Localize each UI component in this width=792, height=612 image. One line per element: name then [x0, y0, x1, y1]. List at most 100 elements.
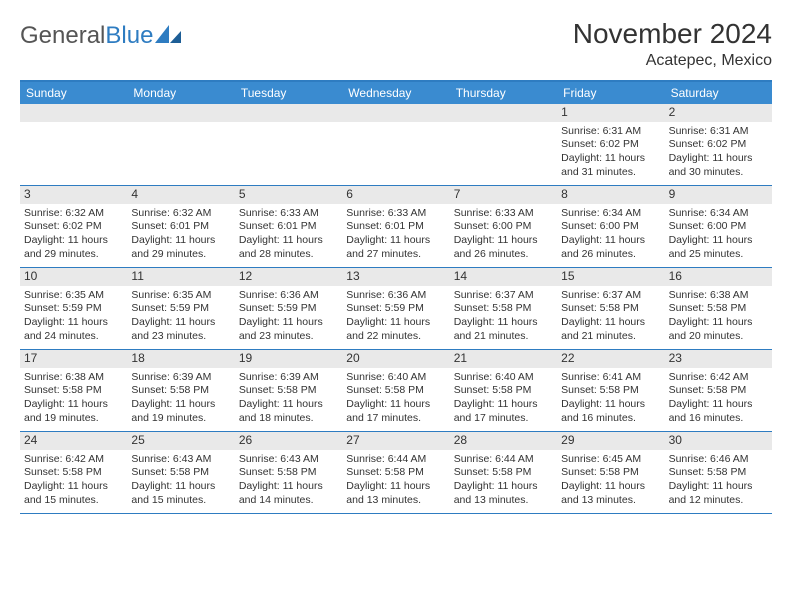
brand-logo: GeneralBlue [20, 22, 181, 50]
day-cell: 28 Sunrise: 6:44 AMSunset: 5:58 PMDayligh… [450, 432, 557, 514]
brand-part1: General [20, 22, 105, 50]
date-number: 28 [450, 432, 557, 450]
empty-cell [127, 104, 234, 186]
day-cell: 23Sunrise: 6:42 AMSunset: 5:58 PMDayligh… [665, 350, 772, 432]
date-number: 1 [557, 104, 664, 122]
date-number: 29 [557, 432, 664, 450]
day-details: Sunrise: 6:38 AMSunset: 5:58 PMDaylight:… [24, 371, 123, 426]
day-cell: 25 Sunrise: 6:43 AMSunset: 5:58 PMDayligh… [127, 432, 234, 514]
day-details: Sunrise: 6:37 AMSunset: 5:58 PMDaylight:… [561, 289, 660, 344]
date-number: 11 [127, 268, 234, 286]
day-cell: 20 Sunrise: 6:40 AMSunset: 5:58 PMDayligh… [342, 350, 449, 432]
day-details: Sunrise: 6:37 AMSunset: 5:58 PMDaylight:… [454, 289, 553, 344]
date-number: 2 [665, 104, 772, 122]
day-header: Thursday [450, 82, 557, 104]
day-cell: 8 Sunrise: 6:34 AMSunset: 6:00 PMDaylight… [557, 186, 664, 268]
day-cell: 22Sunrise: 6:41 AMSunset: 5:58 PMDayligh… [557, 350, 664, 432]
day-details: Sunrise: 6:40 AMSunset: 5:58 PMDaylight:… [454, 371, 553, 426]
day-details: Sunrise: 6:39 AMSunset: 5:58 PMDaylight:… [239, 371, 338, 426]
date-number: 6 [342, 186, 449, 204]
day-details: Sunrise: 6:41 AMSunset: 5:58 PMDaylight:… [561, 371, 660, 426]
day-cell: 18 Sunrise: 6:39 AMSunset: 5:58 PMDayligh… [127, 350, 234, 432]
date-number: 15 [557, 268, 664, 286]
day-details: Sunrise: 6:39 AMSunset: 5:58 PMDaylight:… [131, 371, 230, 426]
datebar-empty [342, 104, 449, 122]
date-number: 20 [342, 350, 449, 368]
day-details: Sunrise: 6:34 AMSunset: 6:00 PMDaylight:… [669, 207, 768, 262]
day-details: Sunrise: 6:31 AMSunset: 6:02 PMDaylight:… [561, 125, 660, 180]
date-number: 19 [235, 350, 342, 368]
day-details: Sunrise: 6:43 AMSunset: 5:58 PMDaylight:… [131, 453, 230, 508]
day-details: Sunrise: 6:45 AMSunset: 5:58 PMDaylight:… [561, 453, 660, 508]
day-details: Sunrise: 6:31 AMSunset: 6:02 PMDaylight:… [669, 125, 768, 180]
empty-cell [342, 104, 449, 186]
day-cell: 13 Sunrise: 6:36 AMSunset: 5:59 PMDayligh… [342, 268, 449, 350]
empty-cell [450, 104, 557, 186]
day-details: Sunrise: 6:40 AMSunset: 5:58 PMDaylight:… [346, 371, 445, 426]
date-number: 18 [127, 350, 234, 368]
day-details: Sunrise: 6:44 AMSunset: 5:58 PMDaylight:… [346, 453, 445, 508]
day-cell: 3Sunrise: 6:32 AMSunset: 6:02 PMDaylight… [20, 186, 127, 268]
date-number: 23 [665, 350, 772, 368]
date-number: 27 [342, 432, 449, 450]
day-cell: 29 Sunrise: 6:45 AMSunset: 5:58 PMDayligh… [557, 432, 664, 514]
day-header: Tuesday [235, 82, 342, 104]
day-details: Sunrise: 6:38 AMSunset: 5:58 PMDaylight:… [669, 289, 768, 344]
empty-cell [20, 104, 127, 186]
date-number: 25 [127, 432, 234, 450]
brand-part2: Blue [105, 22, 153, 50]
day-cell: 4Sunrise: 6:32 AMSunset: 6:01 PMDaylight… [127, 186, 234, 268]
day-cell: 12Sunrise: 6:36 AMSunset: 5:59 PMDayligh… [235, 268, 342, 350]
day-details: Sunrise: 6:36 AMSunset: 5:59 PMDaylight:… [346, 289, 445, 344]
date-number: 30 [665, 432, 772, 450]
brand-sail-icon [155, 25, 181, 43]
month-title: November 2024 [573, 18, 772, 50]
day-cell: 17 Sunrise: 6:38 AMSunset: 5:58 PMDayligh… [20, 350, 127, 432]
location: Acatepec, Mexico [573, 52, 772, 70]
day-details: Sunrise: 6:32 AMSunset: 6:01 PMDaylight:… [131, 207, 230, 262]
day-details: Sunrise: 6:36 AMSunset: 5:59 PMDaylight:… [239, 289, 338, 344]
date-number: 14 [450, 268, 557, 286]
day-details: Sunrise: 6:44 AMSunset: 5:58 PMDaylight:… [454, 453, 553, 508]
date-number: 13 [342, 268, 449, 286]
day-cell: 26Sunrise: 6:43 AMSunset: 5:58 PMDayligh… [235, 432, 342, 514]
day-cell: 30Sunrise: 6:46 AMSunset: 5:58 PMDayligh… [665, 432, 772, 514]
day-cell: 6Sunrise: 6:33 AMSunset: 6:01 PMDaylight… [342, 186, 449, 268]
date-number: 10 [20, 268, 127, 286]
day-cell: 11 Sunrise: 6:35 AMSunset: 5:59 PMDayligh… [127, 268, 234, 350]
day-cell: 16 Sunrise: 6:38 AMSunset: 5:58 PMDayligh… [665, 268, 772, 350]
date-number: 9 [665, 186, 772, 204]
empty-cell [235, 104, 342, 186]
day-header: Saturday [665, 82, 772, 104]
day-header: Monday [127, 82, 234, 104]
day-details: Sunrise: 6:35 AMSunset: 5:59 PMDaylight:… [131, 289, 230, 344]
day-cell: 21 Sunrise: 6:40 AMSunset: 5:58 PMDayligh… [450, 350, 557, 432]
date-number: 3 [20, 186, 127, 204]
datebar-empty [235, 104, 342, 122]
date-number: 8 [557, 186, 664, 204]
day-details: Sunrise: 6:42 AMSunset: 5:58 PMDaylight:… [24, 453, 123, 508]
date-number: 21 [450, 350, 557, 368]
date-number: 24 [20, 432, 127, 450]
day-cell: 2 Sunrise: 6:31 AMSunset: 6:02 PMDaylight… [665, 104, 772, 186]
day-details: Sunrise: 6:33 AMSunset: 6:00 PMDaylight:… [454, 207, 553, 262]
header-row: GeneralBlue November 2024 Acatepec, Mexi… [20, 18, 772, 70]
day-cell: 5Sunrise: 6:33 AMSunset: 6:01 PMDaylight… [235, 186, 342, 268]
day-header: Sunday [20, 82, 127, 104]
day-cell: 27 Sunrise: 6:44 AMSunset: 5:58 PMDayligh… [342, 432, 449, 514]
day-cell: 7Sunrise: 6:33 AMSunset: 6:00 PMDaylight… [450, 186, 557, 268]
day-cell: 1 Sunrise: 6:31 AMSunset: 6:02 PMDaylight… [557, 104, 664, 186]
day-details: Sunrise: 6:43 AMSunset: 5:58 PMDaylight:… [239, 453, 338, 508]
calendar-grid: SundayMondayTuesdayWednesdayThursdayFrid… [20, 80, 772, 514]
day-details: Sunrise: 6:34 AMSunset: 6:00 PMDaylight:… [561, 207, 660, 262]
day-header: Friday [557, 82, 664, 104]
title-block: November 2024 Acatepec, Mexico [573, 18, 772, 70]
datebar-empty [127, 104, 234, 122]
date-number: 17 [20, 350, 127, 368]
day-cell: 10Sunrise: 6:35 AMSunset: 5:59 PMDayligh… [20, 268, 127, 350]
day-header: Wednesday [342, 82, 449, 104]
date-number: 16 [665, 268, 772, 286]
day-cell: 15 Sunrise: 6:37 AMSunset: 5:58 PMDayligh… [557, 268, 664, 350]
date-number: 5 [235, 186, 342, 204]
day-cell: 19 Sunrise: 6:39 AMSunset: 5:58 PMDayligh… [235, 350, 342, 432]
